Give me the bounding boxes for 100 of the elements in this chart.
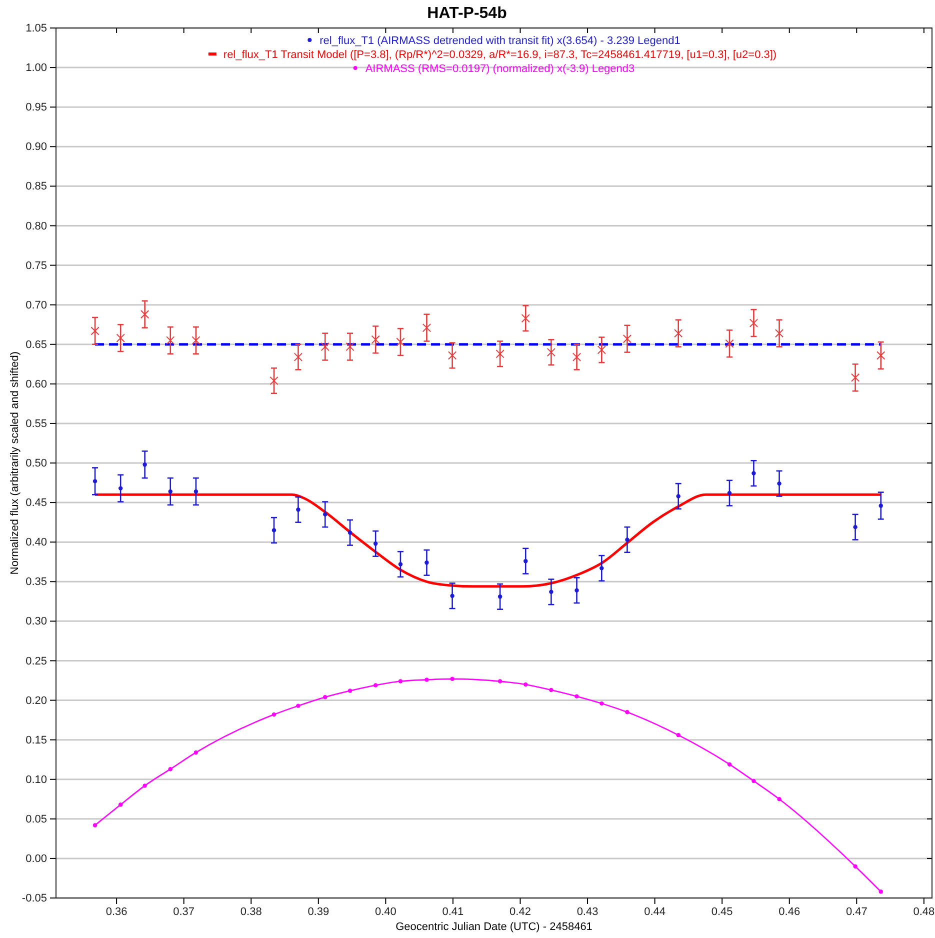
x-tick-label: 0.46 <box>778 906 800 918</box>
point <box>878 890 883 894</box>
point <box>725 339 734 348</box>
point <box>498 679 502 684</box>
point <box>853 524 858 530</box>
y-axis-title: Normalized flux (arbitrarily scaled and shifted) <box>9 351 21 575</box>
point <box>597 346 606 354</box>
point <box>398 562 403 566</box>
y-tick-label: 1.00 <box>26 62 47 74</box>
point <box>270 376 278 386</box>
x-tick-label: 0.38 <box>240 906 262 918</box>
point <box>549 688 554 692</box>
point <box>625 538 630 542</box>
y-tick-label: 0.40 <box>26 536 47 549</box>
point <box>777 797 782 802</box>
point <box>521 314 530 323</box>
point <box>294 352 303 362</box>
point <box>777 481 782 486</box>
y-tick-label: 1.05 <box>26 22 47 35</box>
point <box>424 560 429 565</box>
y-tick-label: 0.45 <box>26 497 47 510</box>
point <box>348 688 352 693</box>
point <box>574 694 579 698</box>
x-tick-label: 0.41 <box>442 906 464 918</box>
y-tick-label: 0.55 <box>26 418 47 430</box>
point <box>498 594 502 599</box>
y-tick-label: 0.50 <box>26 458 47 470</box>
point <box>118 486 123 490</box>
point <box>752 778 756 784</box>
x-tick-label: 0.36 <box>106 906 128 918</box>
point <box>727 490 732 496</box>
y-tick-label: 0.80 <box>26 220 47 232</box>
x-tick-label: 0.47 <box>846 906 868 918</box>
point <box>194 750 198 755</box>
point <box>878 504 883 508</box>
point <box>296 508 300 512</box>
y-tick-label: 0.60 <box>26 378 47 390</box>
point <box>600 566 604 570</box>
y-tick-label: 0.90 <box>26 141 47 154</box>
point <box>166 336 175 345</box>
point <box>422 323 432 332</box>
line-series <box>94 493 882 588</box>
point <box>600 701 604 706</box>
y-tick-label: 0.35 <box>26 576 47 588</box>
point <box>373 683 378 688</box>
y-tick-label: 0.05 <box>26 813 47 826</box>
point <box>142 462 147 467</box>
point <box>727 762 732 766</box>
point <box>853 864 858 868</box>
point <box>373 542 378 546</box>
point <box>524 682 528 687</box>
point <box>625 710 630 714</box>
x-tick-label: 0.40 <box>374 906 396 918</box>
point <box>674 328 683 338</box>
y-tick-label: 0.75 <box>26 260 47 272</box>
point <box>850 373 860 382</box>
legend-label: rel_flux_T1 (AIRMASS detrended with transit fit) x(3.654) - 3.239 Legend1 <box>320 35 680 47</box>
x-tick-label: 0.42 <box>510 906 531 918</box>
point <box>549 590 554 594</box>
point <box>116 334 125 342</box>
y-tick-label: 0.00 <box>26 852 47 865</box>
point <box>496 350 504 358</box>
x-tick-label: 0.43 <box>576 906 598 918</box>
point <box>448 351 457 360</box>
point <box>371 335 380 344</box>
point <box>574 588 579 592</box>
point <box>323 695 328 700</box>
y-tick-label: 0.65 <box>26 338 47 351</box>
point <box>622 334 632 344</box>
point <box>774 328 784 338</box>
point <box>90 326 100 336</box>
chart-title: HAT-P-54b <box>427 5 508 22</box>
point <box>396 338 405 346</box>
x-tick-label: 0.39 <box>308 906 330 918</box>
y-tick-label: 0.30 <box>26 616 47 628</box>
point <box>194 489 198 494</box>
point <box>876 351 886 360</box>
x-tick-label: 0.45 <box>711 906 733 918</box>
legend-label: AIRMASS (RMS=0.0197) (normalized) x(-3.9) Legend3 <box>365 63 635 75</box>
point <box>272 712 276 717</box>
x-tick-label: 0.48 <box>913 906 935 918</box>
point <box>272 528 276 532</box>
point <box>424 678 429 682</box>
point <box>346 342 354 352</box>
y-tick-label: -0.05 <box>22 892 47 905</box>
point <box>749 318 758 328</box>
point <box>572 352 582 362</box>
point <box>320 342 330 352</box>
point <box>450 676 454 682</box>
point <box>752 471 756 476</box>
y-tick-label: 0.70 <box>26 299 47 312</box>
y-tick-label: 0.85 <box>26 180 47 193</box>
point <box>118 802 123 807</box>
point <box>546 348 556 357</box>
point <box>168 489 172 494</box>
point <box>676 732 680 738</box>
x-axis-title: Geocentric Julian Date (UTC) - 2458461 <box>396 921 592 933</box>
y-tick-label: 0.95 <box>26 102 47 114</box>
y-tick-label: 0.15 <box>26 734 47 746</box>
point <box>296 704 300 708</box>
